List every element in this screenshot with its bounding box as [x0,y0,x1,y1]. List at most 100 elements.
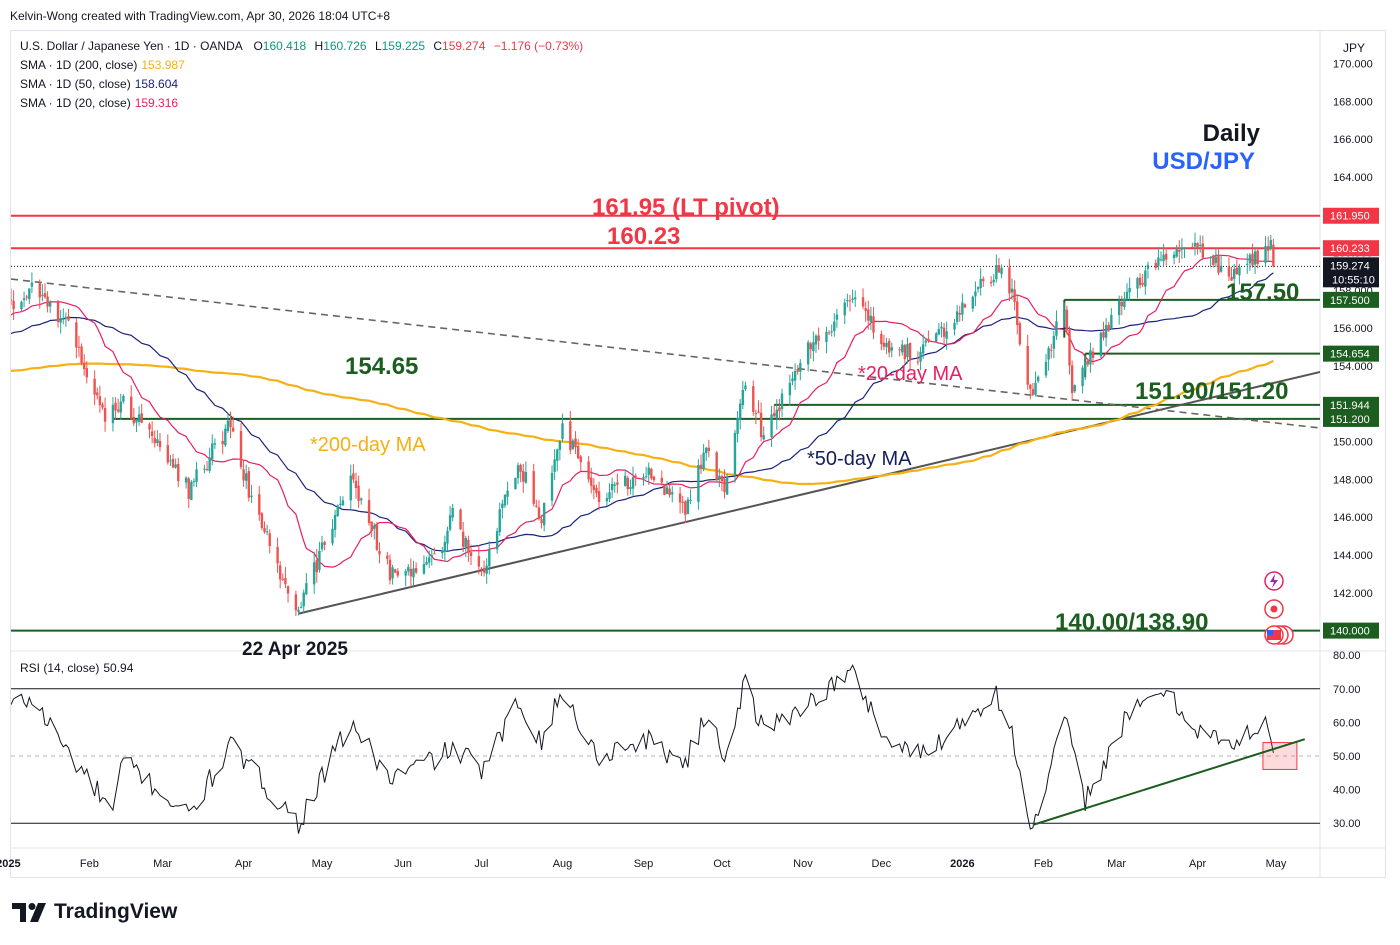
candle[interactable] [997,257,1001,273]
candle[interactable] [239,423,243,470]
candle[interactable] [297,606,300,616]
candle[interactable] [872,307,875,340]
legend-symbol-row[interactable]: U.S. Dollar / Japanese Yen · 1D · OANDA … [20,37,583,56]
candle[interactable] [919,346,922,371]
candle[interactable] [974,281,977,307]
candle[interactable] [1235,259,1238,275]
candle[interactable] [799,359,802,381]
candle[interactable] [791,371,794,386]
candle[interactable] [111,396,115,432]
candle[interactable] [833,313,836,337]
candle[interactable] [642,473,645,486]
candle[interactable] [1031,382,1035,397]
sma20-line[interactable] [0,254,1274,568]
candle[interactable] [595,484,598,498]
candle[interactable] [312,551,316,594]
candle[interactable] [605,492,609,507]
candle[interactable] [43,283,47,299]
candle[interactable] [391,564,394,585]
candle[interactable] [1089,342,1092,373]
candle[interactable] [1138,273,1142,289]
candle[interactable] [333,509,337,538]
candle[interactable] [921,334,925,359]
candle[interactable] [817,327,820,350]
moving-averages[interactable] [0,254,1274,568]
candle[interactable] [772,405,776,419]
candle[interactable] [461,521,465,553]
candle[interactable] [1120,295,1123,316]
candle[interactable] [1154,259,1157,271]
candle[interactable] [634,473,637,486]
candle[interactable] [770,406,773,447]
candle[interactable] [1008,258,1011,302]
candle[interactable] [827,330,831,336]
candle[interactable] [550,465,554,506]
candle[interactable] [697,459,700,510]
candle[interactable] [132,408,136,426]
candle[interactable] [480,567,483,577]
candle[interactable] [684,500,687,524]
candle[interactable] [495,527,499,554]
candle[interactable] [96,387,99,400]
candle[interactable] [433,547,436,555]
candle[interactable] [1068,326,1071,375]
candle[interactable] [404,568,407,587]
candle[interactable] [916,351,920,366]
candle[interactable] [809,341,812,359]
candle[interactable] [443,535,447,562]
candle[interactable] [556,448,559,472]
candle[interactable] [224,424,227,447]
candle[interactable] [689,489,692,505]
candle[interactable] [370,521,373,538]
candle[interactable] [378,542,381,564]
candle[interactable] [1123,291,1126,310]
candle[interactable] [153,430,156,448]
candle[interactable] [171,453,175,469]
last-price-tag[interactable]: 159.274 10:55:10 [1323,257,1379,288]
candle[interactable] [336,504,339,518]
candle[interactable] [861,288,865,310]
candle[interactable] [522,463,525,493]
candle[interactable] [1026,334,1029,390]
candle[interactable] [203,464,206,474]
candle[interactable] [208,447,211,474]
candle[interactable] [775,399,778,430]
candle[interactable] [1162,243,1165,268]
candle[interactable] [835,308,839,328]
candle[interactable] [940,321,943,338]
candle[interactable] [373,522,376,540]
candle[interactable] [707,439,711,458]
candle[interactable] [963,303,967,309]
candle[interactable] [1191,242,1194,249]
candle[interactable] [1144,267,1147,295]
candle[interactable] [1212,254,1215,268]
candle[interactable] [331,519,334,546]
candle[interactable] [955,305,959,325]
candle[interactable] [407,563,410,576]
candle[interactable] [12,290,15,320]
candle[interactable] [705,446,708,462]
candle[interactable] [169,454,172,466]
candle[interactable] [441,546,444,559]
candle[interactable] [360,497,363,505]
candle[interactable] [367,488,371,526]
chart-event-icons[interactable] [1264,571,1294,645]
candle[interactable] [681,495,684,514]
candle[interactable] [1029,383,1032,400]
candle[interactable] [375,521,379,552]
candle[interactable] [148,422,151,439]
candle[interactable] [736,410,739,443]
legend-rsi[interactable]: RSI (14, close) 50.94 [20,661,134,675]
candle[interactable] [62,308,65,325]
candle[interactable] [501,499,504,519]
candle[interactable] [880,330,883,351]
candle[interactable] [937,322,941,336]
candle[interactable] [1044,353,1048,378]
candle[interactable] [516,462,520,484]
candle[interactable] [762,426,765,441]
candle[interactable] [263,521,266,534]
candle[interactable] [320,535,324,552]
candle[interactable] [629,479,632,495]
candle[interactable] [25,294,28,301]
candle[interactable] [119,393,122,420]
